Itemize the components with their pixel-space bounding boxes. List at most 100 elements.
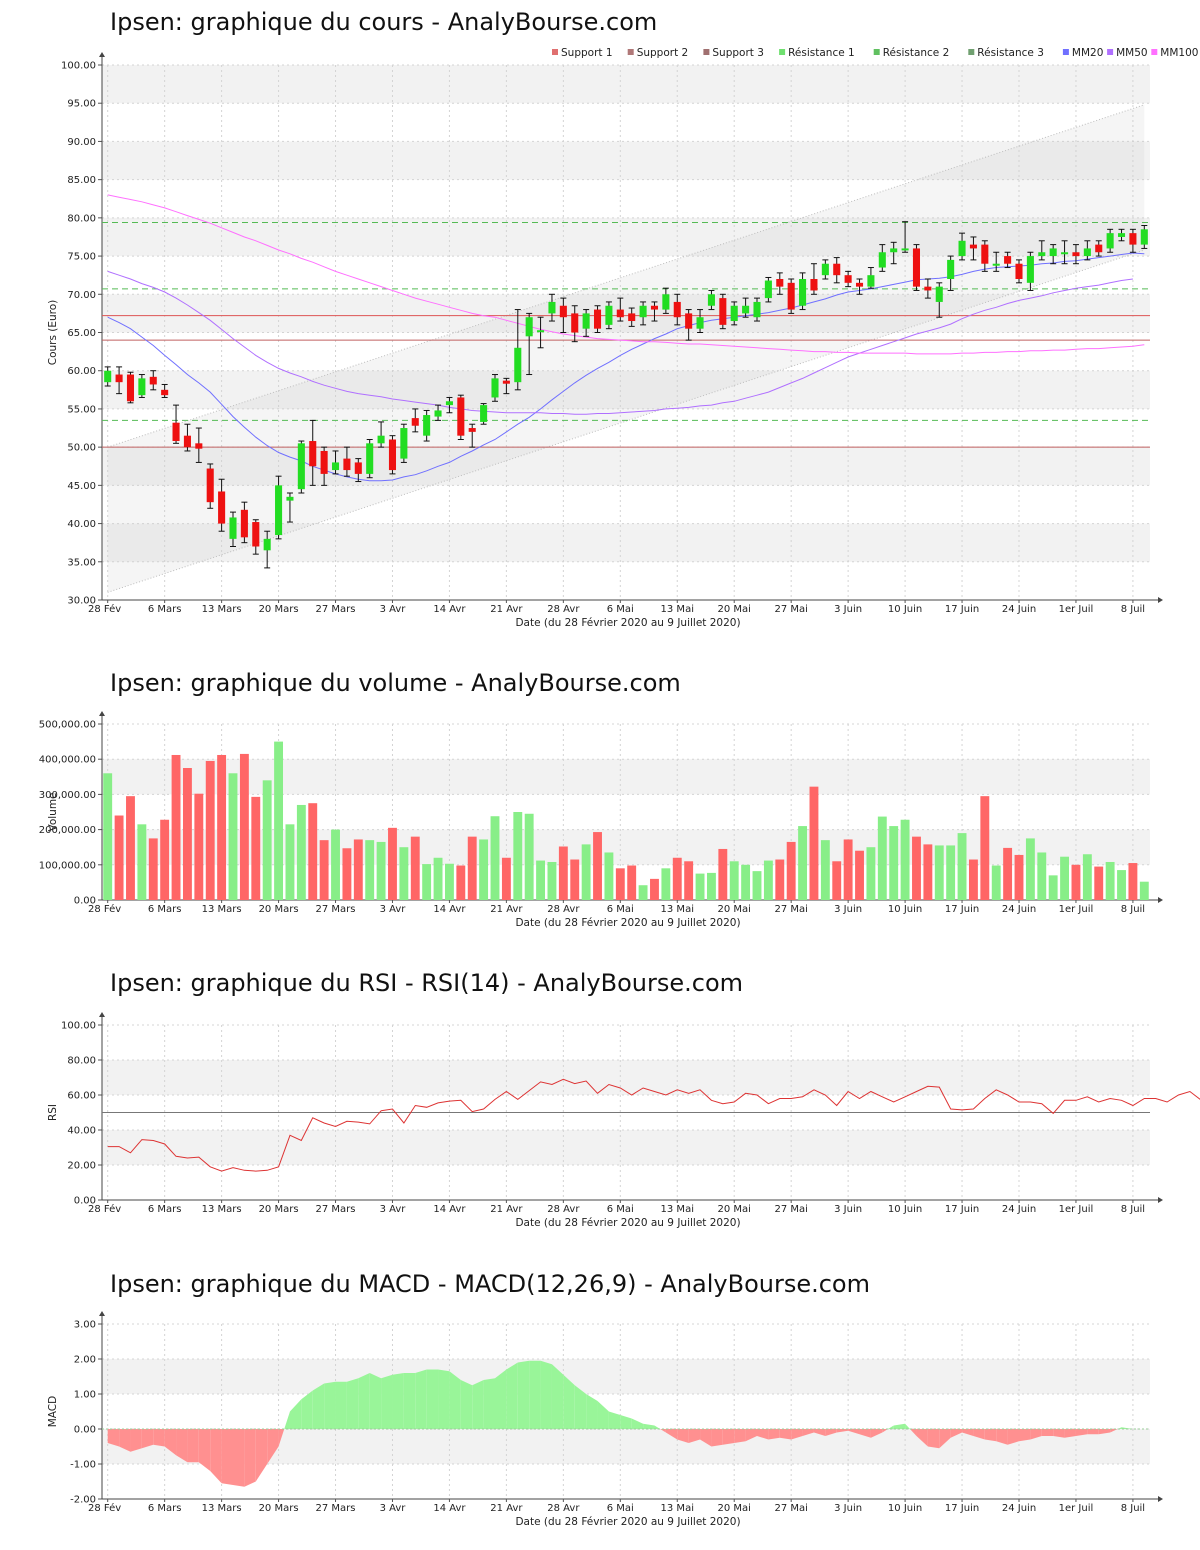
legend-swatch (873, 49, 880, 55)
volume-bar (1014, 854, 1024, 900)
rsi-xtick-label: 20 Mars (259, 1204, 299, 1215)
rsi-xtick-label: 13 Mai (661, 1204, 694, 1215)
volume-xtick-label: 24 Juin (1002, 904, 1036, 915)
volume-bar (889, 826, 899, 900)
macd-chart: -2.00 -1.00 0.00 1.00 2.00 3.00 28 Fév 6 Mars 13… (47, 1311, 1163, 1528)
candle-body (650, 305, 659, 310)
candle-body (1038, 252, 1046, 257)
volume-xtick-label: 3 Juin (834, 904, 862, 915)
volume-bar (171, 754, 181, 900)
candle-body (707, 294, 715, 306)
volume-bar (638, 885, 648, 900)
macd-positive-area (631, 1418, 644, 1429)
macd-negative-area (221, 1429, 233, 1485)
macd-negative-area (119, 1429, 131, 1452)
price-ytick-label: 40.00 (67, 519, 96, 530)
volume-bar (855, 850, 864, 900)
rsi-xtick-label: 10 Juin (888, 1204, 922, 1215)
volume-bar (547, 861, 557, 900)
candle-body (309, 441, 317, 467)
macd-xtick-label: 3 Avr (380, 1503, 407, 1514)
candle-body (206, 468, 214, 503)
macd-positive-area (289, 1399, 302, 1429)
candle-body (218, 491, 226, 524)
macd-negative-area (1110, 1429, 1118, 1433)
legend-label: MM50 (1116, 47, 1147, 59)
series-mm20 (107, 252, 1145, 482)
volume-bar (365, 840, 375, 900)
candle-body (673, 301, 681, 318)
price-ytick-label: 90.00 (67, 137, 96, 148)
volume-bar (581, 844, 591, 900)
macd-positive-area (460, 1380, 473, 1429)
macd-negative-area (153, 1429, 165, 1447)
volume-bar (980, 796, 990, 900)
rsi-y-arrow (99, 1012, 105, 1017)
macd-ytick-label: 1.00 (74, 1390, 96, 1401)
legend-label: Résistance 1 (788, 47, 855, 59)
macd-negative-area (962, 1429, 974, 1436)
volume-bar (934, 845, 944, 900)
price-ytick-label: 70.00 (67, 290, 96, 301)
volume-bar (832, 861, 842, 900)
macd-negative-area (870, 1429, 883, 1438)
volume-chart-title: Ipsen: graphique du volume - AnalyBourse… (110, 669, 681, 697)
trend-channel-lower-line (107, 249, 1145, 593)
volume-xtick-label: 27 Mars (316, 904, 356, 915)
volume-xtick-label: 8 Juil (1121, 904, 1145, 915)
volume-bar (706, 872, 716, 900)
macd-xtick-label: 27 Mai (774, 1503, 807, 1514)
price-ytick-label: 30.00 (67, 596, 96, 607)
candle-body (935, 286, 943, 302)
macd-negative-area (1019, 1429, 1031, 1442)
legend-swatch (1062, 49, 1069, 55)
macd-positive-area (483, 1378, 495, 1429)
rsi-xtick-label: 27 Mai (774, 1204, 807, 1215)
candle-body (958, 240, 966, 257)
price-chart: 30.00 35.00 40.00 45.00 50.00 55.00 60.00 65.00… (47, 47, 1198, 629)
candle-body (400, 428, 408, 459)
volume-bar (946, 845, 956, 900)
candle-body (559, 305, 567, 318)
volume-bar (604, 852, 614, 900)
series-mm100 (107, 194, 1145, 355)
volume-bar (570, 859, 580, 900)
macd-xtick-label: 13 Mai (661, 1503, 694, 1514)
volume-bar (684, 861, 694, 900)
macd-y-arrow (99, 1311, 105, 1316)
macd-positive-area (392, 1373, 404, 1429)
macd-chart-title: Ipsen: graphique du MACD - MACD(12,26,9)… (110, 1270, 870, 1298)
candle-body (161, 389, 169, 396)
volume-bar (194, 793, 204, 900)
macd-negative-area (768, 1429, 780, 1440)
candle-body (172, 422, 180, 442)
macd-negative-area (244, 1429, 256, 1487)
candle-body (696, 317, 704, 329)
macd-negative-area (198, 1429, 211, 1471)
price-xtick-label: 6 Mars (148, 604, 182, 615)
candle-body (1129, 233, 1137, 245)
price-xtick-label: 17 Juin (945, 604, 979, 615)
candle-body (753, 301, 761, 318)
volume-bar (741, 864, 751, 900)
price-y-arrow (99, 52, 105, 57)
rsi-xtick-label: 1er Juil (1059, 1204, 1094, 1215)
volume-bar (1094, 866, 1104, 900)
rsi-ytick-label: 40.00 (67, 1126, 96, 1137)
legend-swatch (1107, 49, 1114, 55)
legend-swatch (552, 49, 558, 55)
candle-body (468, 428, 476, 432)
macd-ytick-label: 0.00 (74, 1425, 96, 1436)
macd-xtick-label: 14 Avr (433, 1503, 466, 1514)
candle-body (411, 418, 419, 426)
volume-bar (342, 848, 352, 900)
candle-body (548, 301, 556, 314)
volume-bar (1128, 863, 1138, 900)
macd-negative-area (825, 1429, 837, 1436)
macd-negative-area (1053, 1429, 1065, 1438)
macd-positive-area (426, 1369, 439, 1429)
macd-positive-area (608, 1411, 621, 1429)
macd-negative-area (267, 1429, 279, 1464)
rsi-ytick-label: 0.00 (74, 1196, 96, 1207)
macd-positive-area (1117, 1427, 1122, 1429)
